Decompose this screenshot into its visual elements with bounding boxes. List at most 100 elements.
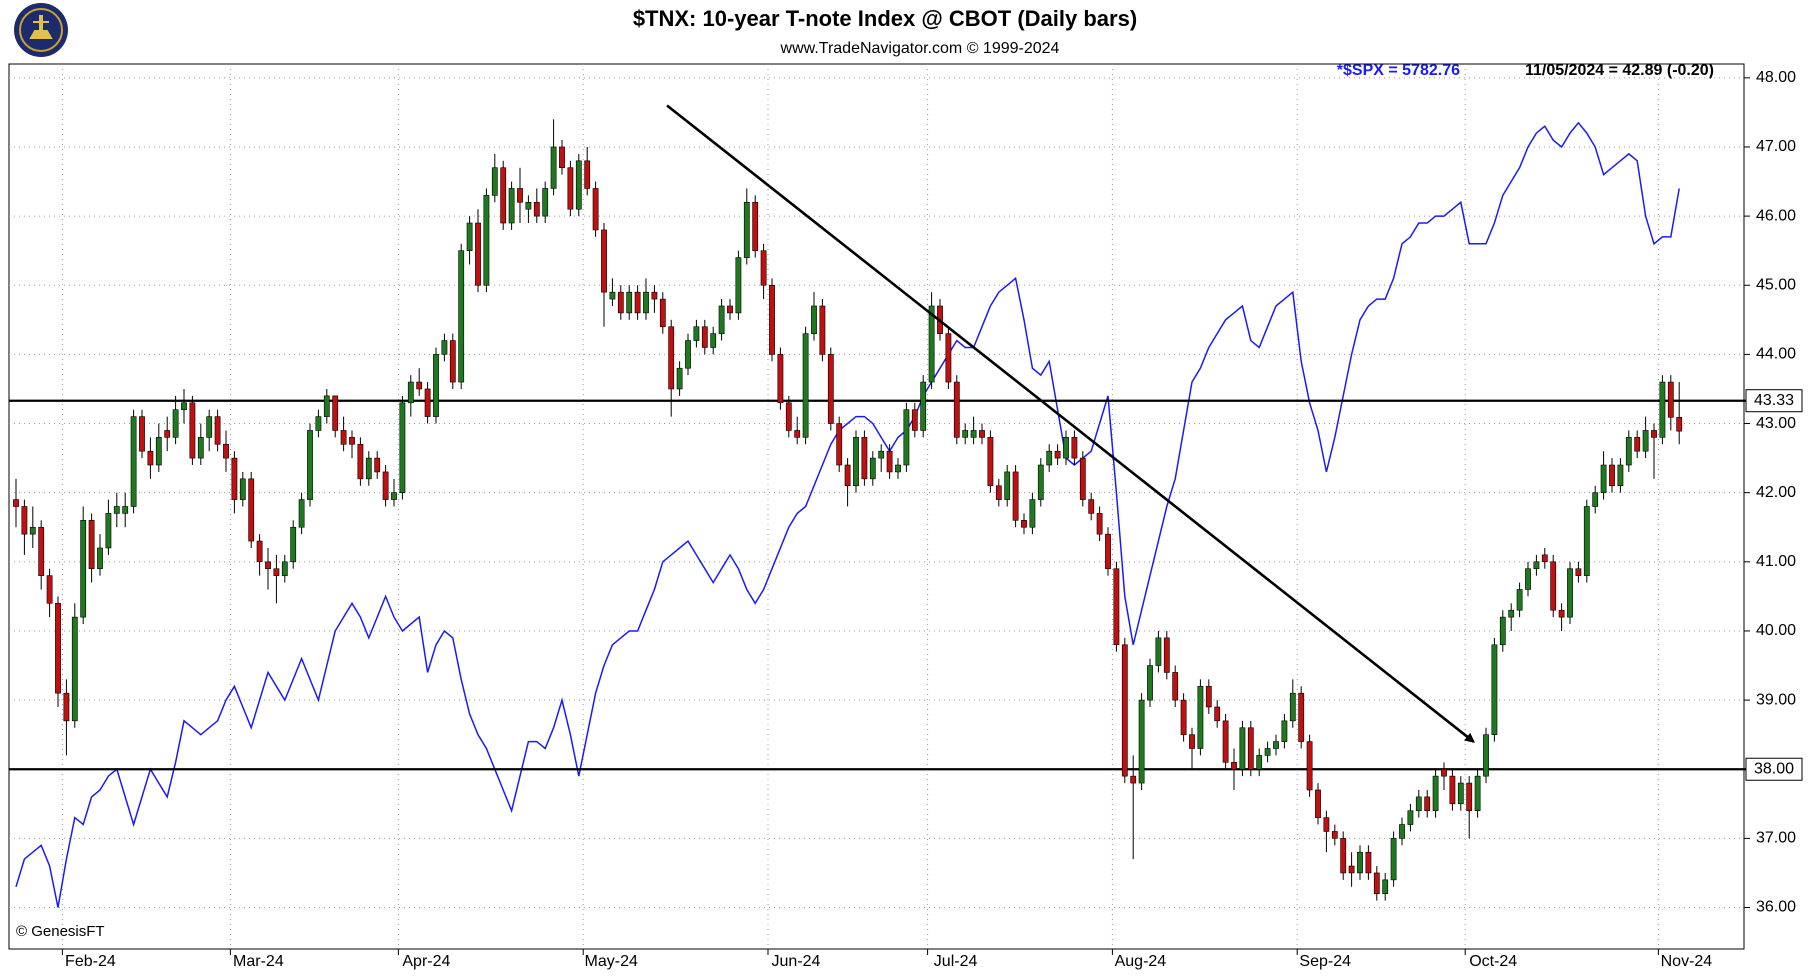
candle-body (1180, 699, 1187, 735)
candle-body (172, 409, 179, 438)
y-tick-label: 41.00 (1756, 553, 1796, 570)
candle-body (903, 409, 910, 466)
candle-body (584, 160, 591, 189)
candle-body (1021, 520, 1027, 528)
candle-body (1340, 838, 1347, 874)
y-tick-label: 42.00 (1756, 484, 1796, 501)
candle-body (1037, 464, 1044, 500)
candle-body (97, 547, 103, 570)
candle-body (1432, 775, 1439, 812)
candle-body (13, 499, 19, 507)
candle-body (113, 506, 120, 514)
candle-body (1096, 513, 1103, 535)
candle-body (1399, 824, 1405, 839)
candle-body (340, 430, 347, 445)
candle-body (29, 526, 36, 535)
candle-body (970, 430, 977, 438)
candle-body (1222, 720, 1229, 763)
candle-body (979, 430, 985, 438)
candle-body (928, 305, 935, 383)
candle-body (466, 222, 473, 251)
candle-body (1625, 437, 1632, 466)
candle-body (945, 333, 952, 383)
candle-body (1508, 609, 1515, 618)
candle-body (80, 520, 87, 618)
candle-body (1079, 457, 1086, 500)
candle-body (1357, 851, 1363, 874)
y-tick-label: 40.00 (1756, 622, 1796, 639)
candle-body (785, 402, 792, 431)
candle-body (962, 430, 969, 438)
candle-body (609, 291, 616, 300)
candle-body (626, 291, 633, 314)
candle-body (1541, 554, 1548, 563)
candle-body (710, 333, 717, 348)
candle-body (1516, 589, 1523, 611)
candle-body (1281, 720, 1288, 742)
y-tick-label: 44.00 (1756, 346, 1796, 363)
candle-body (676, 367, 683, 390)
candle-body (659, 298, 666, 328)
y-tick-label: 37.00 (1756, 830, 1796, 847)
candle-body (1558, 609, 1565, 618)
source-note: © GenesisFT (16, 923, 105, 940)
candle-body (21, 506, 28, 535)
candle-body (911, 409, 918, 431)
candle-body (206, 416, 213, 438)
candle-body (332, 395, 339, 431)
candle-body (1331, 831, 1338, 839)
candle-body (777, 354, 784, 404)
candle-body (441, 340, 448, 355)
candle-body (1609, 464, 1615, 487)
candle-body (1491, 644, 1498, 735)
candle-body (651, 291, 658, 300)
candle-body (1373, 872, 1380, 894)
x-tick-label: Feb-24 (65, 953, 116, 970)
candle-body (1676, 417, 1683, 432)
x-tick-label: Sep-24 (1299, 953, 1351, 970)
candle-body (1449, 775, 1456, 805)
candle-body (1365, 851, 1372, 874)
candle-body (1247, 727, 1254, 770)
candle-body (382, 471, 389, 500)
candle-body (811, 305, 817, 334)
candle-body (634, 291, 641, 314)
candle-body (601, 229, 607, 293)
candle-body (231, 457, 238, 500)
candle-body (1163, 637, 1170, 673)
candle-body (130, 416, 137, 507)
chart-title: $TNX: 10-year T-note Index @ CBOT (Daily… (633, 6, 1137, 31)
candle-body (424, 388, 431, 417)
candle-body (323, 395, 330, 417)
logo-ring (19, 8, 63, 52)
y-tick-label: 45.00 (1756, 276, 1796, 293)
candle-body (1583, 506, 1590, 576)
x-tick-label: Nov-24 (1661, 953, 1713, 970)
candle-body (1474, 775, 1481, 812)
candle-body (391, 492, 397, 500)
candle-body (1012, 471, 1019, 521)
candle-body (1239, 727, 1246, 770)
candle-body (1289, 692, 1296, 722)
candle-body (1466, 782, 1473, 812)
candle-body (1113, 568, 1120, 646)
y-tick-label: 43.00 (1756, 415, 1796, 432)
candle-body (1306, 741, 1313, 791)
candle-body (1029, 499, 1036, 528)
candle-body (181, 402, 187, 411)
y-tick-label: 47.00 (1756, 138, 1796, 155)
candle-body (1054, 450, 1061, 459)
overlay-line (15, 121, 1680, 908)
candle-body (1264, 748, 1271, 756)
candle-body (1298, 692, 1305, 742)
candle-body (307, 430, 313, 500)
candle-body (1323, 817, 1330, 832)
candle-body (139, 416, 145, 452)
candle-body (248, 478, 255, 542)
candle-body (886, 450, 893, 473)
candle-body (802, 333, 809, 438)
candle-body (1231, 762, 1237, 770)
candle-body (483, 195, 490, 286)
candle-body (533, 201, 540, 217)
